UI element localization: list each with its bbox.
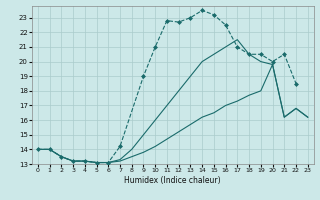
- X-axis label: Humidex (Indice chaleur): Humidex (Indice chaleur): [124, 176, 221, 185]
